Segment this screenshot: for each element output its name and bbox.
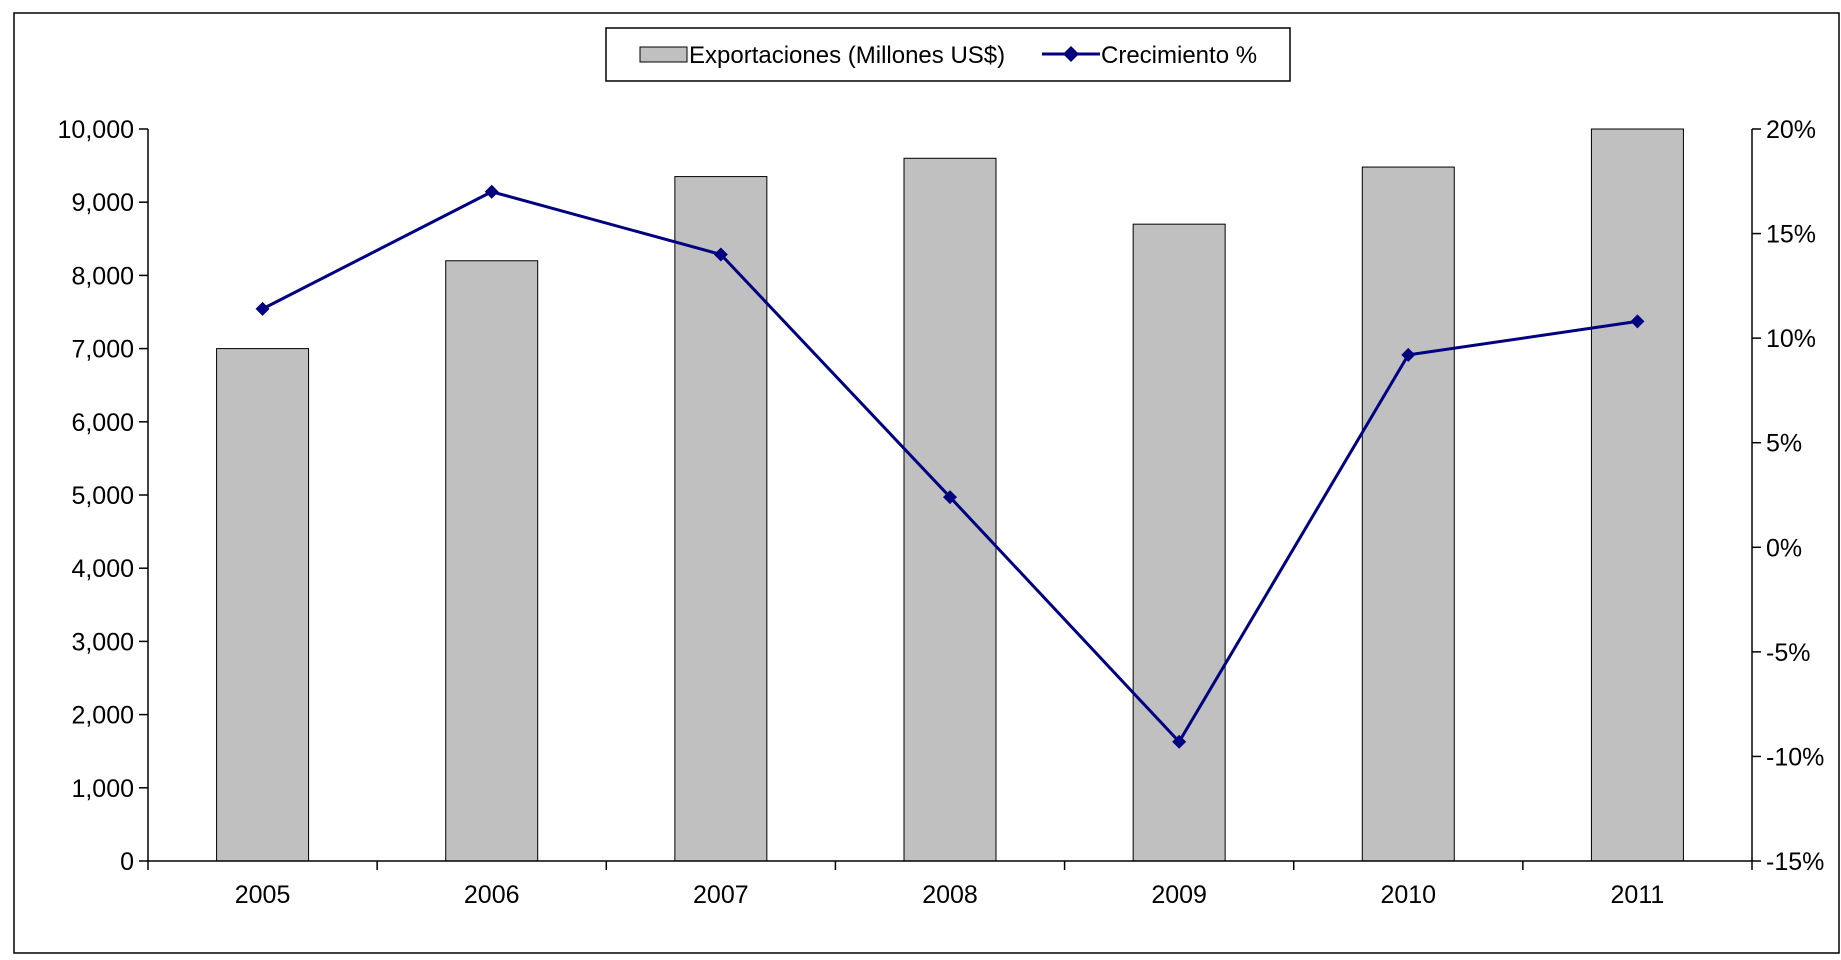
bar-2007 xyxy=(674,176,768,862)
y-left-tick-label: 10,000 xyxy=(58,116,134,144)
x-tick-label: 2011 xyxy=(1611,881,1665,909)
bar-2006 xyxy=(445,260,539,862)
point-crecimiento-2011 xyxy=(1630,314,1645,329)
bar-2011 xyxy=(1590,128,1684,862)
x-tick-label: 2006 xyxy=(464,881,520,909)
y-right-tick-label: 10% xyxy=(1766,325,1816,353)
y-right-tick-label: 0% xyxy=(1766,534,1802,562)
y-left-tick-label: 3,000 xyxy=(71,628,134,656)
point-crecimiento-2010 xyxy=(1401,347,1416,362)
legend-label-crecimiento: Crecimiento % xyxy=(1101,42,1257,69)
y-left-tick-label: 8,000 xyxy=(71,262,134,290)
y-right-tick-label: 15% xyxy=(1766,221,1816,249)
y-right-tick-label: 20% xyxy=(1766,116,1816,144)
bar-2010 xyxy=(1361,166,1455,862)
y-left-tick-label: 2,000 xyxy=(71,702,134,730)
point-crecimiento-2006 xyxy=(484,184,499,199)
chart-border xyxy=(13,12,1840,954)
point-crecimiento-2007 xyxy=(713,247,728,262)
legend: Exportaciones (Millones US$) Crecimiento… xyxy=(605,27,1291,82)
point-crecimiento-2009 xyxy=(1172,734,1187,749)
y-left-tick-label: 0 xyxy=(120,848,134,876)
x-tick-label: 2007 xyxy=(693,881,749,909)
line-series xyxy=(255,184,1645,749)
bar-2009 xyxy=(1132,223,1226,862)
legend-swatch-exportaciones xyxy=(639,46,688,63)
legend-marker-crecimiento xyxy=(1063,46,1079,62)
bar-2008 xyxy=(903,157,997,862)
y-left-tick-label: 9,000 xyxy=(71,189,134,217)
y-left-tick-label: 6,000 xyxy=(71,409,134,437)
legend-box xyxy=(605,27,1291,82)
point-crecimiento-2008 xyxy=(943,490,957,505)
y-right-tick-label: 5% xyxy=(1766,430,1802,458)
y-right-tick-label: -15% xyxy=(1766,848,1824,876)
x-tick-label: 2009 xyxy=(1151,881,1207,909)
y-left-tick-label: 4,000 xyxy=(71,555,134,583)
x-tick-label: 2008 xyxy=(922,881,978,909)
y-left-tick-label: 5,000 xyxy=(71,482,134,510)
y-left-tick-label: 7,000 xyxy=(71,336,134,364)
x-tick-label: 2010 xyxy=(1380,881,1436,909)
y-right-tick-label: -10% xyxy=(1766,743,1824,771)
legend-label-exportaciones: Exportaciones (Millones US$) xyxy=(689,42,1005,69)
point-crecimiento-2005 xyxy=(255,301,270,316)
bar-2005 xyxy=(216,348,310,862)
axes: 0 1,000 2,000 3,000 4,000 5,000 6,000 7,000 8,00… xyxy=(58,116,1825,909)
y-left-tick-label: 1,000 xyxy=(71,775,134,803)
y-right-tick-label: -5% xyxy=(1766,639,1810,667)
x-tick-label: 2005 xyxy=(235,881,291,909)
